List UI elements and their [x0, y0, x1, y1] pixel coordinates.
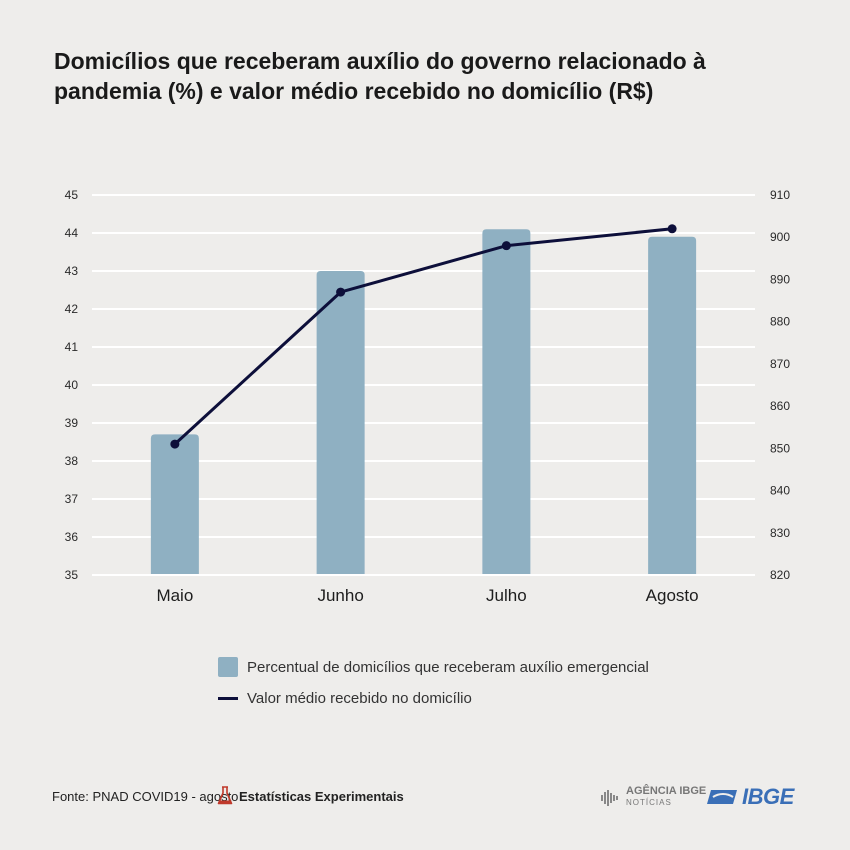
y-right-tick-label: 860: [770, 399, 790, 413]
y-left-tick-label: 39: [65, 416, 79, 430]
bar: [648, 236, 697, 576]
x-tick-label: Junho: [317, 586, 363, 605]
bar: [150, 434, 199, 575]
legend-swatch-line: [218, 696, 238, 700]
y-left-tick-label: 45: [65, 188, 79, 202]
line-point: [170, 439, 180, 449]
y-left-tick-label: 38: [65, 454, 79, 468]
agency-bars-icon: [601, 790, 618, 806]
legend-label-line: Valor médio recebido no domicílio: [247, 689, 472, 707]
legend-item-bars: Percentual de domicílios que receberam a…: [218, 655, 649, 679]
y-right-tick-label: 830: [770, 526, 790, 540]
legend: Percentual de domicílios que receberam a…: [218, 655, 649, 717]
ibge-flag-icon: [707, 790, 737, 804]
experimental-badge: Estatísticas Experimentais: [217, 786, 404, 806]
x-tick-label: Maio: [156, 586, 193, 605]
y-right-tick-label: 880: [770, 315, 790, 329]
footer: Fonte: PNAD COVID19 - agosto Estatística…: [52, 784, 810, 810]
line-point: [336, 287, 346, 297]
ibge-wordmark: IBGE: [742, 784, 794, 809]
agency-subtitle: NOTÍCIAS: [626, 798, 672, 807]
legend-item-line: Valor médio recebido no domicílio: [218, 686, 649, 710]
chart-title: Domicílios que receberam auxílio do gove…: [54, 48, 706, 104]
source-note: Fonte: PNAD COVID19 - agosto: [52, 789, 239, 804]
line-point: [667, 224, 677, 234]
agency-title: AGÊNCIA IBGE: [626, 785, 707, 797]
y-left-tick-label: 43: [65, 264, 79, 278]
bar: [482, 229, 531, 575]
y-left-tick-label: 44: [65, 226, 79, 240]
legend-swatch-bar: [218, 657, 238, 677]
x-tick-label: Julho: [486, 586, 527, 605]
y-right-tick-label: 870: [770, 357, 790, 371]
bar: [316, 271, 365, 575]
x-tick-label: Agosto: [646, 586, 699, 605]
agencia-ibge-logo: AGÊNCIA IBGE NOTÍCIAS: [600, 786, 706, 808]
flask-icon: [217, 786, 233, 805]
y-left-tick-label: 42: [65, 302, 79, 316]
y-right-tick-label: 890: [770, 272, 790, 286]
ibge-logo: IBGE: [707, 784, 794, 810]
experimental-label: Estatísticas Experimentais: [239, 788, 404, 804]
y-left-tick-label: 36: [65, 530, 79, 544]
y-right-tick-label: 820: [770, 568, 790, 582]
y-left-tick-label: 37: [65, 492, 79, 506]
y-left-tick-label: 41: [65, 340, 79, 354]
y-right-tick-label: 910: [770, 188, 790, 202]
y-right-tick-label: 850: [770, 441, 790, 455]
y-left-tick-label: 40: [65, 378, 79, 392]
y-right-tick-label: 900: [770, 230, 790, 244]
series-line: [173, 227, 673, 446]
y-left-tick-label: 35: [65, 568, 79, 582]
y-right-tick-label: 840: [770, 484, 790, 498]
line-point: [501, 241, 511, 251]
legend-label-bars: Percentual de domicílios que receberam a…: [247, 658, 649, 676]
agency-name: AGÊNCIA IBGE NOTÍCIAS: [626, 786, 706, 808]
